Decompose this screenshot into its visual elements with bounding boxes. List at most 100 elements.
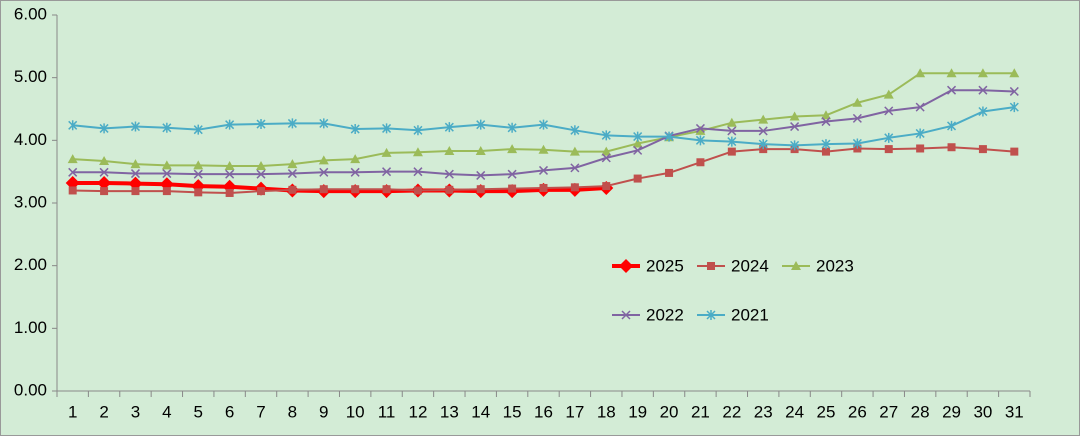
marker — [287, 118, 297, 129]
marker — [538, 119, 549, 130]
x-tick-label: 31 — [1005, 402, 1024, 421]
x-tick-label: 8 — [288, 402, 297, 421]
marker — [318, 155, 329, 165]
marker — [821, 139, 831, 150]
marker — [287, 159, 298, 169]
marker — [382, 185, 391, 194]
marker — [665, 168, 674, 177]
x-tick-label: 19 — [628, 402, 647, 421]
marker — [225, 188, 234, 197]
marker — [68, 167, 78, 177]
marker — [97, 175, 112, 190]
y-tick-label: 2.00 — [14, 255, 47, 274]
marker — [507, 122, 517, 133]
marker — [162, 122, 172, 133]
marker — [695, 135, 705, 146]
marker — [413, 125, 423, 136]
x-tick-label: 1 — [68, 402, 77, 421]
x-tick-label: 14 — [471, 402, 490, 421]
marker — [821, 117, 831, 127]
marker — [287, 169, 297, 179]
marker — [602, 182, 611, 191]
marker — [65, 175, 80, 190]
marker — [726, 117, 737, 127]
marker — [696, 158, 705, 167]
legend-marker — [791, 261, 801, 270]
marker — [632, 138, 643, 148]
marker — [852, 138, 862, 149]
marker — [319, 185, 328, 194]
marker — [947, 85, 957, 95]
marker — [350, 124, 360, 135]
x-tick-label: 25 — [817, 402, 836, 421]
legend-marker — [707, 262, 715, 270]
marker — [413, 186, 422, 195]
marker — [570, 125, 580, 136]
x-tick-label: 30 — [973, 402, 992, 421]
y-tick-label: 5.00 — [14, 67, 47, 86]
marker — [1010, 147, 1019, 156]
marker — [193, 124, 203, 135]
marker — [633, 145, 643, 155]
marker — [601, 130, 611, 141]
marker — [382, 123, 392, 134]
marker — [570, 163, 580, 173]
x-tick-label: 13 — [440, 402, 459, 421]
marker — [601, 146, 612, 156]
marker — [193, 160, 204, 170]
legend-label: 2025 — [646, 256, 684, 275]
marker — [758, 114, 769, 124]
marker — [100, 187, 109, 196]
marker — [695, 123, 705, 133]
marker — [759, 145, 768, 154]
y-tick-label: 3.00 — [14, 192, 47, 211]
marker — [727, 136, 737, 147]
marker — [445, 185, 454, 194]
x-tick-label: 6 — [225, 402, 234, 421]
x-tick-label: 18 — [597, 402, 616, 421]
marker — [130, 121, 140, 132]
marker — [193, 169, 203, 179]
x-tick-label: 4 — [162, 402, 171, 421]
x-tick-label: 27 — [879, 402, 898, 421]
x-tick-label: 10 — [346, 402, 365, 421]
x-tick-label: 17 — [565, 402, 584, 421]
marker — [758, 126, 768, 136]
marker — [225, 169, 235, 179]
marker — [381, 147, 392, 157]
marker — [476, 185, 485, 194]
x-tick-label: 29 — [942, 402, 961, 421]
marker — [821, 147, 830, 156]
x-tick-label: 11 — [378, 402, 396, 421]
legend-marker — [619, 259, 633, 273]
x-tick-label: 28 — [911, 402, 930, 421]
marker — [758, 139, 768, 150]
x-tick-label: 9 — [319, 402, 328, 421]
marker — [947, 143, 956, 152]
marker — [319, 118, 329, 129]
marker — [508, 184, 517, 193]
marker — [476, 119, 486, 130]
x-tick-label: 26 — [848, 402, 867, 421]
legend-marker — [706, 310, 716, 320]
y-tick-label: 0.00 — [14, 380, 47, 399]
y-tick-label: 4.00 — [14, 130, 47, 149]
marker — [539, 183, 548, 192]
marker — [350, 154, 361, 164]
marker — [915, 128, 925, 139]
x-tick-label: 5 — [194, 402, 203, 421]
marker — [947, 120, 957, 131]
marker — [382, 167, 392, 177]
marker — [507, 144, 518, 154]
marker — [633, 131, 643, 142]
marker — [852, 113, 862, 123]
marker — [99, 156, 110, 166]
marker — [1009, 86, 1019, 96]
marker — [727, 147, 736, 156]
marker — [789, 111, 800, 121]
marker — [257, 187, 266, 196]
marker — [194, 188, 203, 197]
x-tick-label: 12 — [408, 402, 427, 421]
marker — [256, 119, 266, 130]
